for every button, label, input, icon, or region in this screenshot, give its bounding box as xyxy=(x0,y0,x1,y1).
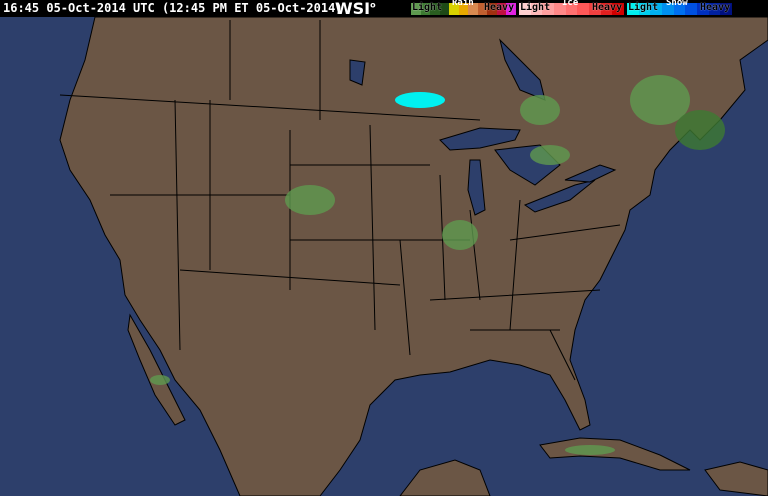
rain-echo xyxy=(442,220,478,250)
rain-title: Rain xyxy=(452,0,474,8)
rain-echo xyxy=(565,445,615,455)
ice-legend xyxy=(519,3,625,15)
rain-echo xyxy=(150,375,170,385)
radar-map[interactable] xyxy=(0,17,768,496)
rain-light-label: Light xyxy=(412,2,443,13)
legend-swatch xyxy=(420,3,431,15)
snow-heavy-label: Heavy xyxy=(700,2,731,13)
rain-echo xyxy=(285,185,335,215)
legend-swatch xyxy=(449,3,459,15)
legend-swatch xyxy=(600,3,613,15)
legend-swatch xyxy=(487,3,497,15)
timestamp: 16:45 05-Oct-2014 UTC (12:45 PM ET 05-Oc… xyxy=(3,1,343,15)
rain-echo xyxy=(520,95,560,125)
legend-swatch xyxy=(627,3,639,15)
legend-swatch xyxy=(638,3,651,15)
ice-heavy-label: Heavy xyxy=(592,2,623,13)
legend-swatch xyxy=(519,3,531,15)
yucatan xyxy=(399,459,491,496)
ice-light-label: Light xyxy=(520,2,551,13)
legend-swatch xyxy=(411,3,421,15)
legend-swatch xyxy=(496,3,507,15)
legend-swatch xyxy=(673,3,686,15)
legend-swatch xyxy=(612,3,625,15)
legend-swatch xyxy=(650,3,663,15)
legend-swatch xyxy=(439,3,450,15)
legend-swatch xyxy=(662,3,674,15)
snow-echo xyxy=(395,92,445,108)
legend-swatch xyxy=(554,3,566,15)
legend-swatch xyxy=(685,3,698,15)
legend-swatch xyxy=(697,3,709,15)
legend-swatch xyxy=(542,3,555,15)
snow-legend xyxy=(627,3,733,15)
legend-swatch xyxy=(468,3,478,15)
legend-swatch xyxy=(565,3,578,15)
legend-swatch xyxy=(589,3,601,15)
precipitation-echoes xyxy=(150,75,725,455)
rain-legend xyxy=(411,3,517,15)
legend-swatch xyxy=(720,3,733,15)
legend-swatch xyxy=(530,3,543,15)
legend-swatch xyxy=(577,3,590,15)
legend-swatch xyxy=(430,3,440,15)
rain-echo xyxy=(630,75,690,125)
ice-title: Ice xyxy=(562,0,579,8)
snow-light-label: Light xyxy=(628,2,659,13)
snow-title: Snow xyxy=(666,0,688,8)
rain-heavy-label: Heavy xyxy=(484,2,515,13)
legend-swatch xyxy=(708,3,721,15)
hispaniola xyxy=(704,461,768,496)
wsi-logo: WSIo xyxy=(335,0,376,18)
baja-peninsula xyxy=(127,313,186,426)
legend-swatch xyxy=(458,3,469,15)
legend-swatch xyxy=(477,3,488,15)
rain-echo xyxy=(530,145,570,165)
rain-echo xyxy=(675,110,725,150)
legend-swatch xyxy=(506,3,517,15)
north-america-land xyxy=(59,17,768,496)
header-bar: 16:45 05-Oct-2014 UTC (12:45 PM ET 05-Oc… xyxy=(0,0,768,18)
